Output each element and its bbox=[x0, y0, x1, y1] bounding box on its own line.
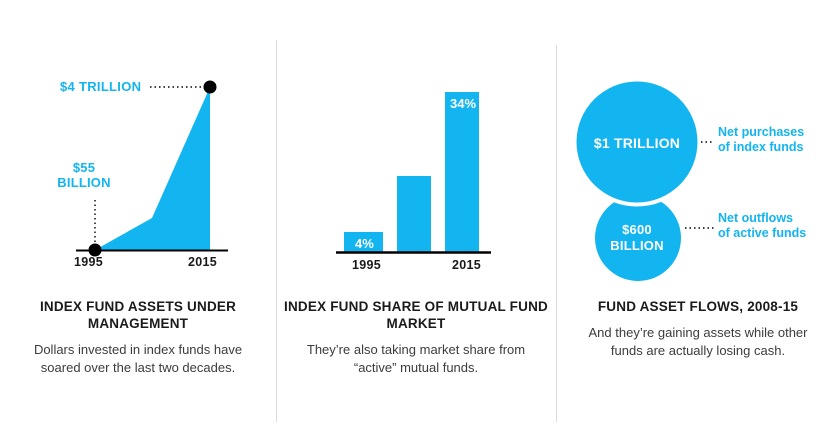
annotation-net-outflows: Net outflows of active funds bbox=[718, 211, 807, 240]
panel-1-title: INDEX FUND ASSETS UNDER MANAGEMENT bbox=[39, 299, 237, 331]
bar-1995 bbox=[344, 232, 383, 252]
x-tick-1995: 1995 bbox=[352, 258, 382, 272]
bubble-net-outflows bbox=[595, 195, 681, 281]
panel-divider-1 bbox=[276, 40, 277, 422]
panel-index-fund-assets: $4 TRILLION $55 BILLION 1995 2015 INDEX … bbox=[0, 0, 276, 432]
bar-chart: 4% 34% 1995 2015 bbox=[276, 40, 556, 290]
panel-1-caption: INDEX FUND ASSETS UNDER MANAGEMENT Dolla… bbox=[0, 298, 276, 377]
data-point-start bbox=[88, 243, 102, 257]
panel-index-fund-share: 4% 34% 1995 2015 INDEX FUND SHARE OF MUT… bbox=[276, 0, 556, 432]
data-point-end bbox=[203, 80, 217, 94]
bubble-label-net-outflows: $600 BILLION bbox=[610, 222, 664, 253]
callout-start-value: $55 BILLION bbox=[57, 160, 111, 190]
panel-3-title: FUND ASSET FLOWS, 2008-15 bbox=[597, 299, 799, 314]
bar-2015 bbox=[445, 92, 479, 252]
area-chart-svg bbox=[76, 80, 228, 257]
bar-value-1995: 4% bbox=[355, 236, 374, 251]
bubble-label-net-purchases: $1 TRILLION bbox=[593, 135, 681, 151]
x-tick-2015: 2015 bbox=[452, 258, 482, 272]
panel-3-body: And they’re gaining assets while other f… bbox=[588, 325, 808, 358]
panel-3-caption: FUND ASSET FLOWS, 2008-15 And they’re ga… bbox=[556, 298, 840, 360]
bubble-net-purchases bbox=[576, 81, 698, 203]
x-tick-2015: 2015 bbox=[188, 255, 218, 269]
annotation-net-purchases: Net purchases of index funds bbox=[718, 125, 805, 154]
panel-divider-2 bbox=[556, 45, 557, 422]
bar-2005 bbox=[397, 176, 431, 252]
x-tick-1995: 1995 bbox=[74, 255, 104, 269]
bar-value-2015: 34% bbox=[450, 96, 477, 111]
panel-2-title: INDEX FUND SHARE OF MUTUAL FUND MARKET bbox=[284, 299, 548, 331]
area-chart: $4 TRILLION $55 BILLION 1995 2015 bbox=[0, 40, 276, 290]
callout-end-value: $4 TRILLION bbox=[60, 79, 142, 94]
panel-2-caption: INDEX FUND SHARE OF MUTUAL FUND MARKET T… bbox=[276, 298, 556, 377]
bar-chart-svg bbox=[336, 92, 491, 254]
bubble-chart-svg bbox=[576, 81, 714, 281]
panel-fund-asset-flows: $1 TRILLION $600 BILLION Net purchases o… bbox=[556, 0, 840, 432]
area-fill bbox=[95, 87, 210, 250]
bubble-chart: $1 TRILLION $600 BILLION Net purchases o… bbox=[556, 40, 840, 290]
panel-1-body: Dollars invested in index funds have soa… bbox=[33, 342, 243, 375]
panel-2-body: They’re also taking market share from “a… bbox=[306, 342, 526, 375]
